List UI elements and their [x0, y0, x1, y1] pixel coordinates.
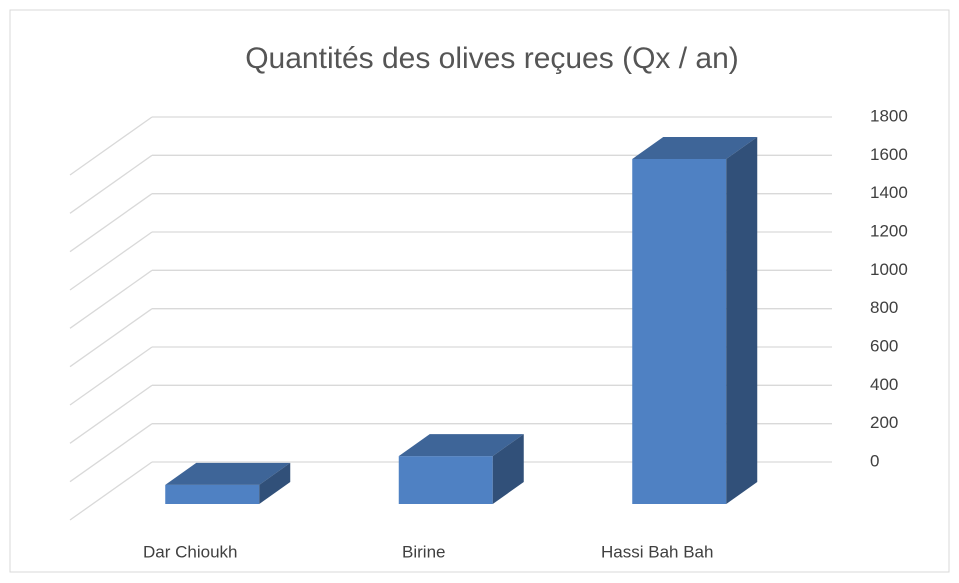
y-tick-label: 800 [870, 298, 898, 317]
grid-line-side [69, 269, 153, 329]
grid-line-side [69, 346, 153, 406]
y-tick-label: 600 [870, 336, 898, 355]
y-tick-label: 1000 [870, 260, 908, 279]
y-tick-label: 1800 [870, 106, 908, 125]
bar [632, 137, 758, 504]
grid-line-side [69, 116, 153, 176]
y-tick-label: 400 [870, 375, 898, 394]
x-tick-label: Hassi Bah Bah [601, 542, 713, 561]
y-tick-label: 1200 [870, 221, 908, 240]
x-tick-label: Dar Chioukh [143, 542, 238, 561]
bar-side [726, 137, 758, 504]
grid-line-side [69, 461, 153, 521]
y-tick-label: 200 [870, 413, 898, 432]
grid-line-side [69, 154, 153, 214]
y-tick-label: 1400 [870, 183, 908, 202]
y-tick-label: 1600 [870, 145, 908, 164]
bar-front [165, 484, 260, 504]
grid-line-side [69, 384, 153, 444]
grid-line-side [69, 193, 153, 253]
bar-top [398, 434, 524, 457]
bar [165, 462, 291, 504]
bar-top [632, 137, 758, 159]
x-tick-label: Birine [402, 542, 445, 561]
bar [398, 434, 524, 504]
grid-line-side [69, 308, 153, 368]
grid-line-side [69, 423, 153, 483]
bar-side [259, 462, 291, 504]
bar-front [632, 159, 727, 504]
bar-top [165, 462, 291, 485]
bar-side [492, 434, 524, 504]
grid-line-side [69, 231, 153, 291]
bar-front [398, 456, 493, 504]
chart-title: Quantités des olives reçues (Qx / an) [245, 42, 739, 75]
y-tick-label: 0 [870, 451, 879, 470]
